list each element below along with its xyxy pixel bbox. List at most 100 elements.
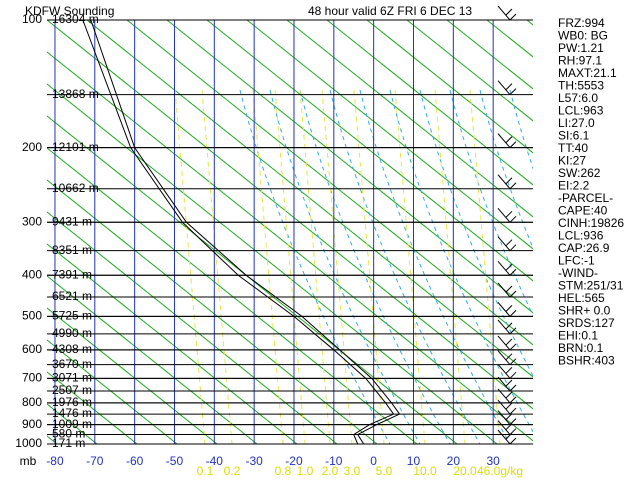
wind-barb [497,80,517,96]
y-tick-label: 300 [22,214,42,228]
height-label: 1009 m [52,417,92,431]
index-text: BSHR:403 [558,354,615,368]
index-text: WB0: BG [558,29,608,43]
mixing-ratio-label: 0.1 [197,464,214,478]
dry-adiabat [47,339,178,444]
index-text: MAXT:21.1 [558,66,617,80]
moist-adiabat [299,89,451,444]
height-label: 580 m [52,427,85,441]
index-text: LI:27.0 [558,116,595,130]
dry-adiabat [206,20,533,282]
index-text: SW:262 [558,166,601,180]
y-tick-label: 500 [22,309,42,323]
moist-adiabat [419,89,533,377]
dry-adiabat [246,20,533,250]
height-label: 1976 m [52,395,92,409]
mixing-ratio-label: 20.0 [453,464,477,478]
wind-barb [497,282,517,298]
dry-adiabat [47,307,218,444]
y-tick-label: 400 [22,267,42,281]
dry-adiabat [166,20,533,314]
y-tick-label: 600 [22,342,42,356]
y-tick-label: 900 [22,417,42,431]
index-text: -PARCEL- [558,191,613,205]
mixing-ratio-label: 46.0g/kg [477,464,523,478]
index-text: EI:2.2 [558,179,590,193]
background-lines [0,20,640,480]
profile-line [90,19,401,445]
height-label: 16304 m [52,12,99,26]
index-text: -WIND- [558,266,598,280]
height-label: 7391 m [52,267,92,281]
y-tick-label: 800 [22,395,42,409]
wind-barb [497,174,517,190]
dry-adiabat [47,243,298,444]
moist-adiabat [269,89,421,444]
wind-barb [497,133,517,148]
height-label: 12101 m [52,140,99,154]
x-tick-label: 20 [447,454,461,468]
x-tick-label: -30 [245,454,263,468]
wind-barb [497,399,517,415]
height-label: 10662 m [52,181,99,195]
index-text: CINH:19826 [558,216,624,230]
dry-adiabat [607,20,640,480]
moist-adiabat [239,89,391,444]
wind-barb [497,350,517,366]
index-text: LCL:936 [558,229,604,243]
height-label: 5725 m [52,309,92,323]
dry-adiabat [326,20,533,186]
wind-barb [497,363,517,379]
index-text: LFC:-1 [558,254,595,268]
height-label: 8351 m [52,243,92,257]
height-label: 4990 m [52,326,92,340]
x-tick-label: -40 [206,454,224,468]
height-label: 3071 m [52,370,92,384]
height-label: 6521 m [52,289,92,303]
wind-barb [497,388,517,404]
index-text: LCL:963 [558,104,604,118]
dry-adiabat [406,20,533,122]
index-text: PW:1.21 [558,41,604,55]
index-text: HEL:565 [558,291,605,305]
wind-barb [497,335,517,351]
x-tick-label: -70 [86,454,104,468]
dry-adiabat [446,20,533,90]
index-text: STM:251/31 [558,279,624,293]
dry-adiabat [47,115,458,444]
height-label: 4308 m [52,342,92,356]
dry-adiabat [86,20,533,378]
index-text: CAPE:40 [558,204,608,218]
chart-title: KDFW Sounding [25,4,114,18]
x-tick-label: 10 [407,454,421,468]
index-text: KI:27 [558,154,586,168]
height-label: 2507 m [52,383,92,397]
wind-barb [497,302,517,317]
dry-adiabat [47,403,98,444]
wind-barb [497,319,517,335]
index-text: TH:5553 [558,79,604,93]
x-tick-label: 30 [486,454,500,468]
index-text: BRN:0.1 [558,341,604,355]
dry-adiabat [47,83,498,444]
dry-adiabat [0,20,7,480]
index-text: CAP:26.9 [558,241,610,255]
mixing-ratio-label: 0.2 [224,464,241,478]
wind-barb [497,410,517,425]
height-label: 1476 m [52,406,92,420]
index-text: SI:6.1 [558,129,590,143]
wind-barb [497,429,517,445]
y-axis-label: mb [20,454,37,468]
index-text: EHI:0.1 [558,329,598,343]
wind-barb [497,5,517,21]
dry-adiabat [0,20,47,480]
wind-barb [497,376,517,392]
mixing-ratio-label: 2.0 [322,464,339,478]
x-tick-label: -60 [126,454,144,468]
dry-adiabat [47,51,533,442]
dry-adiabat [47,275,258,444]
index-text: SHR+ 0.0 [558,304,611,318]
mixing-ratio-label: 3.0 [344,464,361,478]
dry-adiabat [47,371,138,444]
dry-adiabat [47,20,533,410]
